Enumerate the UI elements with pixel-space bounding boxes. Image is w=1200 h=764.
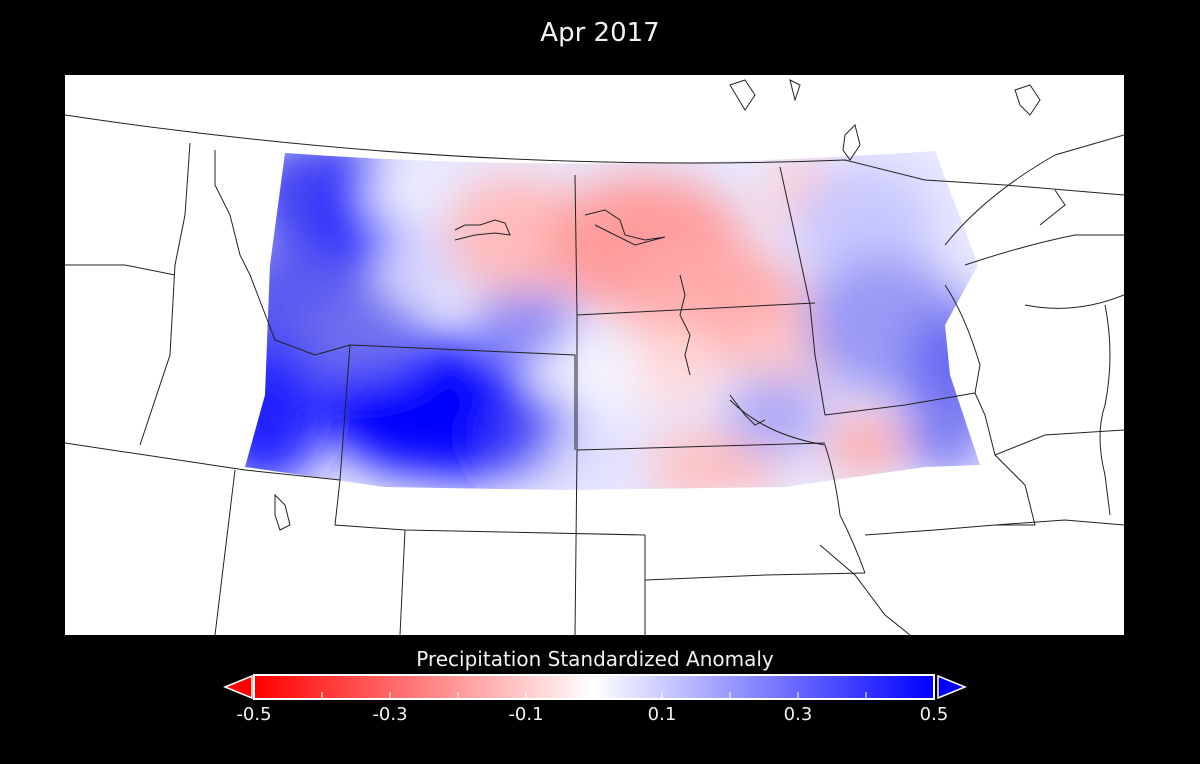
- map-title: Apr 2017: [540, 18, 660, 48]
- colorbar-label: Precipitation Standardized Anomaly: [416, 647, 774, 671]
- state-boundaries: [65, 79, 1124, 635]
- map-panel: [65, 75, 1124, 635]
- colorbar-tick-label: -0.1: [508, 704, 544, 725]
- anomaly-field: [245, 151, 980, 490]
- colorbar-tick-label: -0.5: [236, 704, 272, 725]
- colorbar-tick-label: 0.1: [647, 704, 677, 725]
- colorbar-tick-label: 0.3: [783, 704, 813, 725]
- colorbar-extend-min-arrow: [223, 674, 253, 700]
- colorbar-extend-max-arrow: [937, 674, 967, 700]
- colorbar: [220, 672, 970, 704]
- colorbar-tick-label: -0.3: [372, 704, 408, 725]
- anomaly-map: [65, 79, 1124, 635]
- colorbar-tick-label: 0.5: [919, 704, 949, 725]
